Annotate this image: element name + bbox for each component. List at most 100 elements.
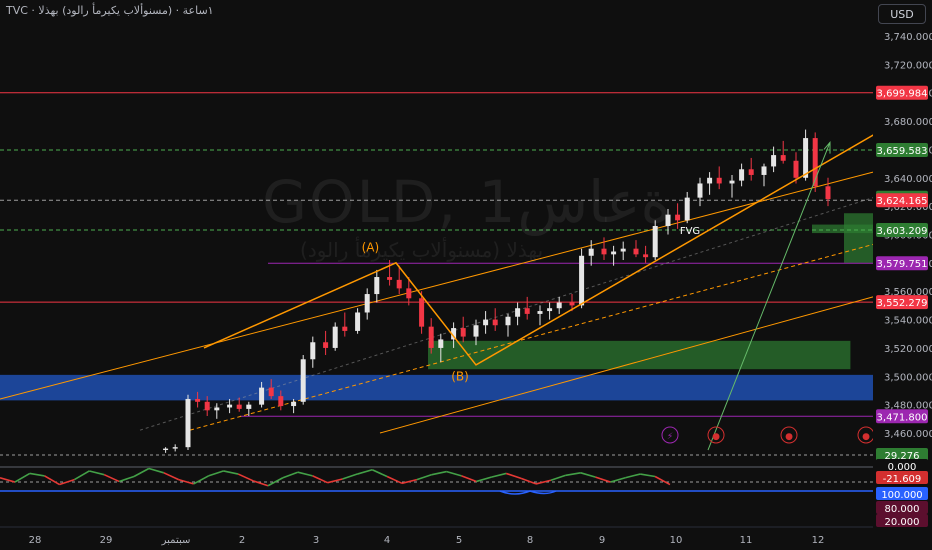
event-glyph-3: ● [862, 432, 870, 442]
rsi-segment [491, 472, 507, 478]
rsi-segment [654, 475, 671, 486]
candle-body [227, 404, 233, 408]
candle-body [556, 302, 562, 309]
candle-body [259, 387, 265, 405]
rsi-segment [535, 479, 552, 485]
candle-body [387, 277, 393, 280]
rsi-segment [0, 476, 16, 483]
x-tick-label-9: 10 [670, 535, 683, 546]
candle-body [739, 169, 745, 181]
rsi-segment [640, 473, 656, 478]
rsi-segment [118, 475, 135, 483]
rsi-segment [148, 467, 165, 474]
indicator-tag-0 [876, 448, 928, 461]
y-tick-label-13: 3,720.000 [884, 60, 932, 71]
candle-body [515, 308, 521, 317]
indicator-tag-5 [876, 514, 928, 527]
rsi-segment [29, 472, 45, 477]
candle-body [278, 396, 284, 407]
rsi-segment [237, 473, 254, 482]
candle-body [214, 407, 220, 411]
rsi-segment [550, 474, 567, 481]
price-tag-7 [876, 409, 928, 424]
candle-body [268, 387, 274, 397]
y-tick-label-5: 3,560.000 [884, 287, 932, 298]
candle-body [236, 404, 242, 409]
event-icon-2 [780, 426, 798, 444]
indicator-tag-2 [876, 471, 928, 484]
candle-body [406, 288, 412, 299]
candle-body [396, 279, 402, 289]
rsi-segment [446, 470, 462, 477]
event-glyph-2: ● [785, 432, 793, 442]
candle-body [332, 326, 338, 348]
candle-body [793, 160, 799, 178]
indicator-tag-label-0: 29.276 [885, 451, 920, 462]
x-tick-label-1: 29 [100, 535, 113, 546]
candle-body [342, 326, 348, 331]
projection-long-line [707, 142, 831, 451]
indicator-tag-1 [876, 459, 928, 472]
rsi-segment [461, 475, 477, 483]
candle-body [460, 328, 466, 337]
candle-body [729, 180, 735, 184]
rsi-segment [252, 480, 269, 487]
indicator-tag-4 [876, 501, 928, 514]
candle-body [451, 328, 457, 340]
currency-button[interactable]: USD [878, 4, 926, 24]
rsi-segment [59, 478, 75, 486]
rsi-segment [89, 470, 105, 476]
candle-body [163, 448, 169, 451]
candle-body [579, 255, 585, 306]
candle-body [803, 138, 809, 178]
indicator-tag-label-2: -21.609 [883, 474, 922, 485]
candle-body [825, 186, 831, 200]
candle-body [300, 359, 306, 402]
y-tick-label-1: 3,480.000 [884, 401, 932, 412]
price-tag-label-1: 3,659.583 [877, 146, 928, 157]
candle-body [601, 248, 607, 255]
price-tag-4 [876, 222, 928, 237]
elliott-wave-path [203, 100, 932, 366]
blue-indicator-dip [499, 490, 557, 495]
candle-body [620, 248, 626, 252]
candle-body [204, 401, 210, 411]
candle-body [524, 308, 530, 314]
projection-long-arrow [823, 140, 831, 154]
channel-upper-line [0, 171, 874, 400]
x-tick-label-2: سبتمبر [161, 535, 191, 546]
candle-body [697, 183, 703, 198]
rsi-segment [312, 475, 328, 484]
candle-body [537, 311, 543, 314]
rsi-segment [14, 472, 31, 483]
candle-body [428, 326, 434, 348]
rsi-segment [327, 478, 343, 484]
price-tag-0 [876, 85, 928, 100]
candle-body [419, 298, 425, 327]
rsi-segment [401, 478, 418, 485]
rsi-segment [386, 475, 403, 485]
indicator-tag-label-3: 100.000 [881, 490, 922, 501]
rsi-segment [193, 475, 209, 485]
price-tag-label-6: 3,552.279 [877, 298, 928, 309]
rsi-segment [476, 476, 492, 483]
candle-body [246, 404, 252, 409]
candle-body [291, 401, 297, 407]
event-glyph-1: ● [712, 432, 720, 442]
y-tick-label-11: 3,680.000 [884, 117, 932, 128]
price-tag-label-0: 3,699.984 [877, 89, 928, 100]
candle-body [684, 197, 690, 221]
candle-body [780, 155, 786, 161]
candle-body [185, 398, 191, 448]
candle-body [438, 339, 444, 348]
rsi-segment [282, 471, 299, 479]
rsi-segment [520, 477, 537, 485]
candle-body [355, 312, 361, 331]
demand-zone [0, 374, 873, 401]
candle-body [675, 214, 681, 221]
rsi-segment [565, 472, 581, 477]
rsi-segment [133, 467, 150, 478]
rsi-segment [163, 472, 179, 481]
wave-label-0: (A) [362, 241, 380, 255]
